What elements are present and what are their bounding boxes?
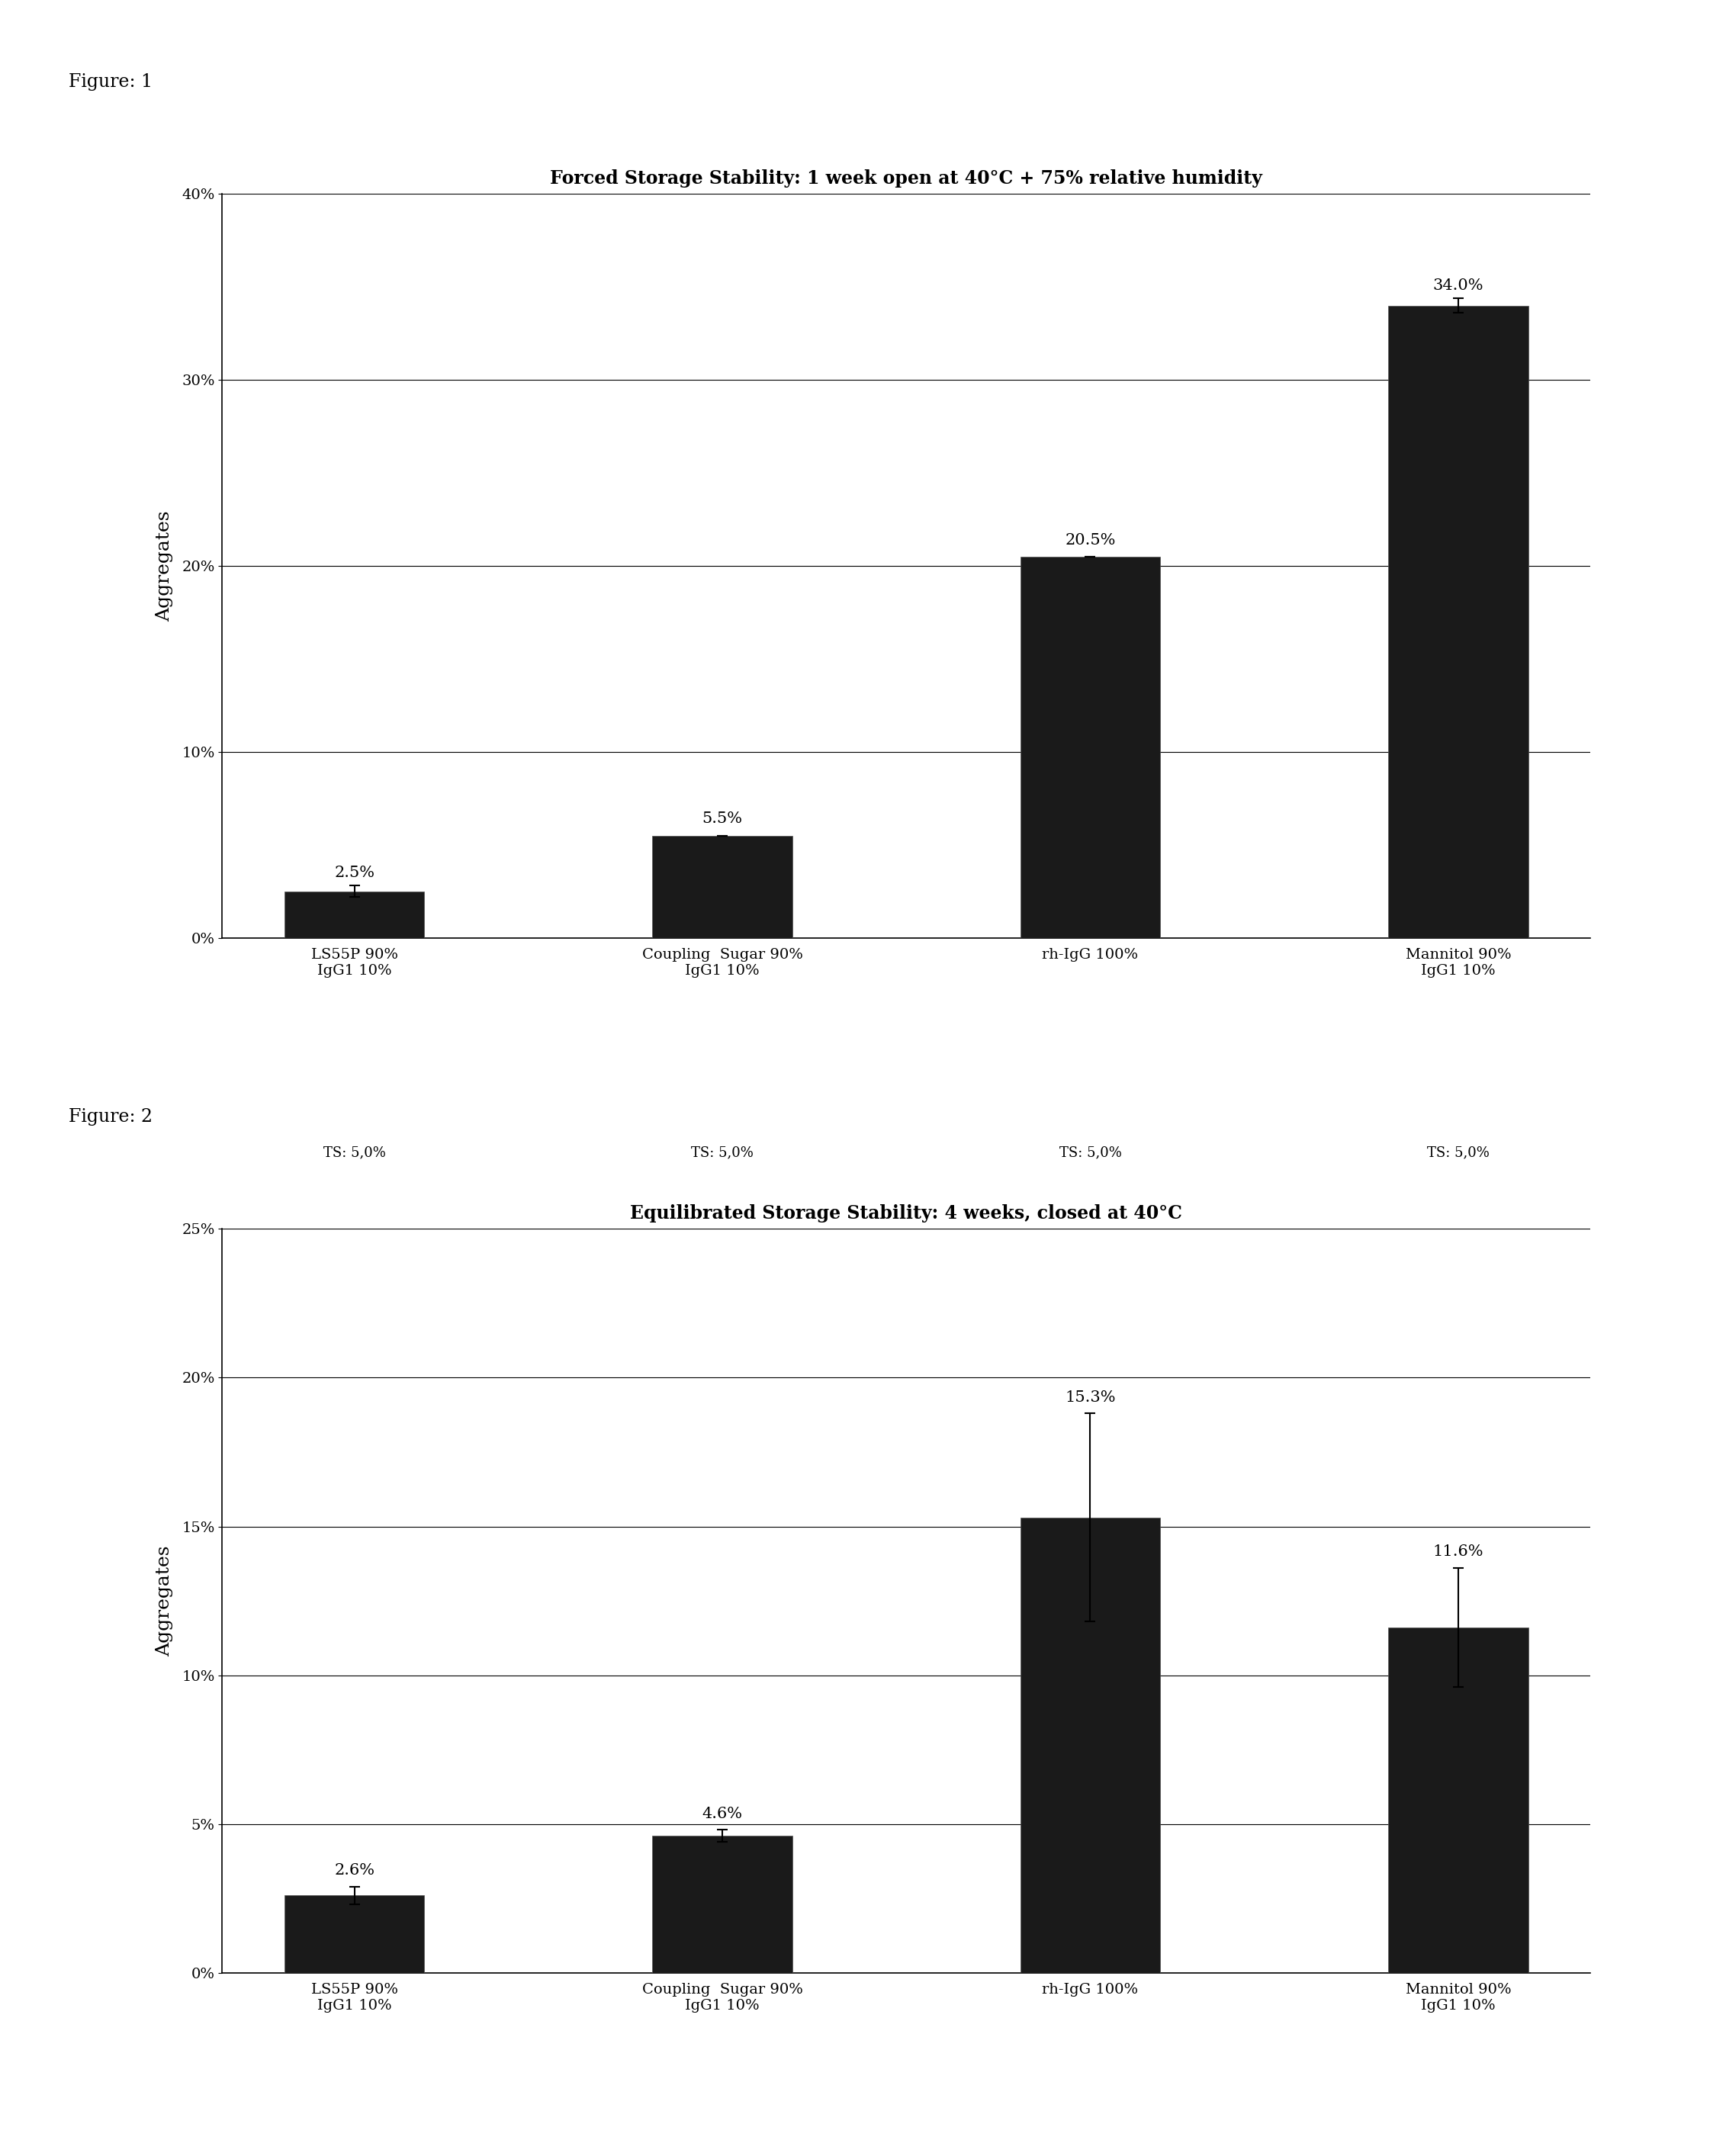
Bar (1389, 1628, 1529, 1973)
Y-axis label: Aggregates: Aggregates (156, 1546, 173, 1656)
Text: TS: 5,0%: TS: 5,0% (323, 1147, 386, 1160)
Text: 34.0%: 34.0% (1433, 278, 1484, 293)
Text: 2.5%: 2.5% (333, 867, 374, 880)
Text: 2.6%: 2.6% (333, 1863, 374, 1878)
Text: 4.6%: 4.6% (703, 1807, 742, 1822)
Bar (1021, 1518, 1159, 1973)
Bar (284, 890, 424, 938)
Title: Equilibrated Storage Stability: 4 weeks, closed at 40°C: Equilibrated Storage Stability: 4 weeks,… (631, 1203, 1182, 1222)
Text: Figure: 2: Figure: 2 (68, 1108, 152, 1125)
Bar (653, 1837, 792, 1973)
Bar (653, 837, 792, 938)
Text: TS: 5,0%: TS: 5,0% (691, 1147, 754, 1160)
Text: Figure: 1: Figure: 1 (68, 73, 152, 91)
Bar (1389, 306, 1529, 938)
Text: TS: 5,0%: TS: 5,0% (1426, 1147, 1489, 1160)
Bar (284, 1895, 424, 1973)
Title: Forced Storage Stability: 1 week open at 40°C + 75% relative humidity: Forced Storage Stability: 1 week open at… (551, 168, 1262, 188)
Text: 15.3%: 15.3% (1065, 1391, 1115, 1404)
Text: 5.5%: 5.5% (703, 813, 742, 826)
Bar (1021, 556, 1159, 938)
Text: 11.6%: 11.6% (1433, 1544, 1484, 1559)
Text: 20.5%: 20.5% (1065, 533, 1115, 548)
Text: TS: 5,0%: TS: 5,0% (1058, 1147, 1122, 1160)
Y-axis label: Aggregates: Aggregates (156, 511, 173, 621)
